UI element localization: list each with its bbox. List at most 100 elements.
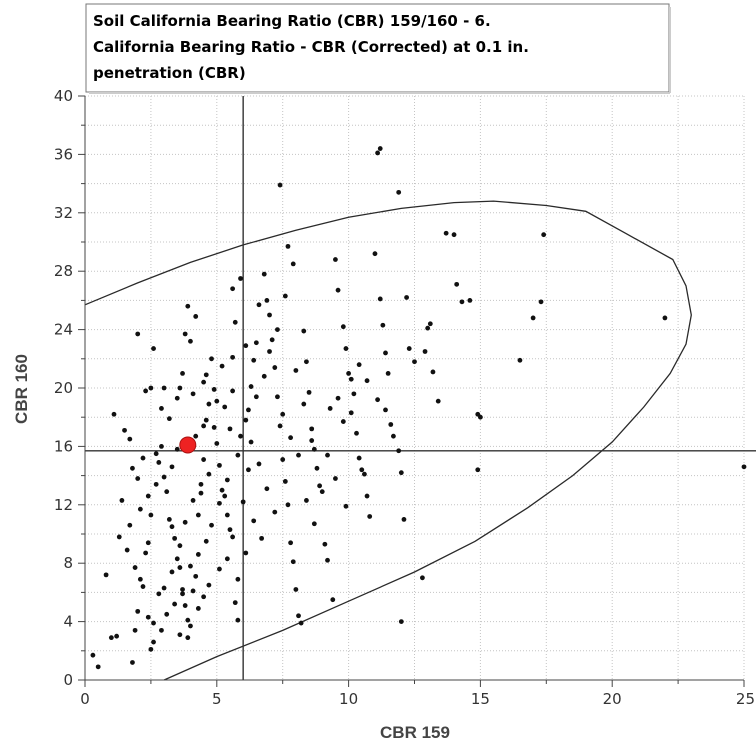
data-point	[304, 498, 309, 503]
data-point	[180, 591, 185, 597]
data-point	[219, 363, 225, 369]
data-point	[143, 550, 149, 556]
data-point	[238, 276, 243, 281]
data-point	[367, 514, 373, 519]
data-point	[224, 512, 230, 518]
data-point	[375, 397, 380, 403]
data-point	[293, 368, 299, 373]
data-point	[108, 635, 114, 641]
data-point	[282, 293, 288, 299]
data-point	[351, 391, 357, 397]
data-point	[293, 587, 299, 592]
data-point	[203, 538, 209, 544]
data-point	[174, 395, 180, 401]
y-tick-label: 28	[54, 262, 73, 280]
data-point	[298, 620, 304, 626]
data-point	[180, 371, 185, 376]
data-point	[164, 489, 170, 495]
axes: 0 4 8 12 16 20 24 28 32 36 40 0 5 10 15 20 25	[54, 87, 755, 708]
data-point	[430, 369, 436, 375]
data-point	[314, 465, 320, 471]
data-point	[166, 517, 172, 522]
data-point	[132, 565, 138, 570]
data-point	[188, 623, 193, 629]
data-point	[238, 433, 243, 439]
data-point	[201, 379, 207, 385]
data-point	[296, 613, 301, 619]
data-point	[135, 608, 141, 614]
data-point	[161, 385, 167, 391]
data-point	[325, 557, 330, 563]
data-point	[246, 407, 251, 413]
data-point	[188, 338, 193, 344]
data-point	[309, 426, 315, 432]
y-tick-label: 40	[54, 87, 73, 105]
data-point	[230, 286, 236, 292]
data-point	[145, 493, 151, 499]
data-point	[103, 572, 109, 578]
data-point	[343, 503, 349, 509]
data-point	[396, 189, 402, 195]
data-point	[227, 527, 233, 533]
data-point	[153, 481, 159, 487]
data-point	[132, 627, 138, 633]
data-point	[177, 565, 183, 570]
data-point	[451, 232, 457, 238]
data-point	[130, 660, 135, 665]
data-point	[327, 406, 333, 411]
data-point	[201, 423, 207, 429]
data-point	[243, 417, 249, 423]
data-point	[280, 457, 286, 462]
data-point	[251, 357, 257, 363]
chart-title-line-3: penetration (CBR)	[93, 64, 246, 82]
data-point	[311, 521, 317, 527]
data-point	[383, 407, 388, 413]
data-point	[174, 556, 180, 562]
data-point	[261, 271, 267, 277]
data-point	[296, 452, 301, 458]
data-point	[137, 506, 143, 512]
data-point	[219, 487, 225, 493]
data-point	[288, 540, 294, 546]
ellipse-curve	[84, 200, 692, 681]
data-point	[256, 302, 262, 308]
data-point	[127, 522, 133, 528]
data-point	[290, 261, 296, 267]
data-point	[140, 455, 146, 461]
data-point	[401, 517, 407, 522]
data-point	[185, 303, 191, 309]
data-point	[478, 414, 483, 420]
data-point	[272, 509, 278, 515]
data-point	[130, 465, 135, 471]
y-tick-label: 32	[54, 204, 73, 222]
data-point	[741, 464, 747, 470]
data-point	[256, 461, 262, 467]
data-point	[285, 502, 291, 508]
highlighted-point	[179, 436, 197, 454]
data-point	[230, 388, 236, 394]
data-point	[193, 314, 199, 319]
data-point	[166, 416, 172, 422]
data-point	[193, 433, 199, 439]
data-point	[322, 541, 328, 547]
data-point	[454, 281, 460, 287]
data-point	[356, 455, 362, 461]
data-point	[195, 512, 201, 518]
data-point	[435, 398, 441, 404]
chart-title-line-1: Soil California Bearing Ratio (CBR) 159/…	[93, 12, 491, 30]
data-point	[422, 349, 428, 354]
data-point	[443, 230, 449, 236]
confidence-ellipse	[84, 200, 692, 681]
data-point	[301, 328, 307, 334]
data-point	[211, 387, 217, 392]
data-point	[193, 573, 199, 579]
data-point	[383, 350, 388, 356]
data-point	[188, 563, 193, 569]
data-point	[259, 535, 265, 541]
reference-lines	[85, 96, 756, 680]
data-point	[248, 439, 254, 445]
data-point	[459, 299, 465, 305]
data-point	[380, 322, 386, 328]
data-point	[272, 365, 278, 370]
data-point	[306, 389, 312, 395]
